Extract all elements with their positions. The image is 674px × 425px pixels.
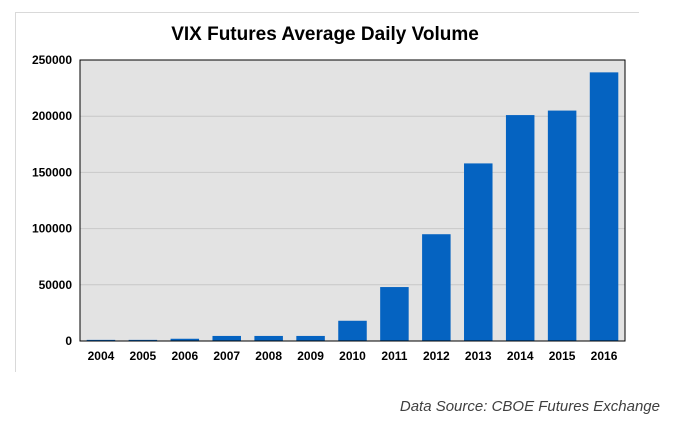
bar-2005: [128, 339, 158, 341]
y-tick-label: 250000: [32, 53, 72, 67]
bar-2013: [464, 163, 493, 341]
x-tick-label: 2007: [213, 349, 240, 363]
y-tick-label: 150000: [32, 165, 72, 179]
y-tick-label: 200000: [32, 109, 72, 123]
y-tick-label: 100000: [32, 222, 72, 236]
bars: [86, 72, 619, 342]
x-tick-label: 2004: [88, 349, 115, 363]
y-tick-label: 50000: [39, 278, 73, 292]
x-tick-label: 2008: [255, 349, 282, 363]
x-tick-label: 2009: [297, 349, 324, 363]
x-tick-label: 2011: [381, 349, 407, 363]
plot-border: [79, 59, 626, 342]
bar-2006: [170, 338, 200, 341]
bar-2012: [422, 234, 451, 341]
x-tick-label: 2016: [591, 349, 618, 363]
bar-2009: [296, 335, 325, 341]
y-axis-tick-labels: 0 50000 100000 150000 200000 250000: [32, 53, 72, 348]
bar-2014: [505, 115, 535, 342]
x-axis-tick-labels: 2004 2005 2006 2007 2008 2009 2010 2011 2012 2013…: [88, 349, 618, 363]
bar-2004: [86, 339, 116, 341]
bar-2011: [380, 287, 409, 341]
x-tick-label: 2005: [130, 349, 157, 363]
bar-2016: [589, 72, 619, 341]
plot-area: [80, 60, 625, 341]
bar-chart: VIX Futures Average Daily Volume 0 50000 1…: [32, 24, 626, 363]
x-tick-label: 2012: [423, 349, 450, 363]
data-source-note: Data Source: CBOE Futures Exchange: [399, 398, 660, 415]
x-tick-label: 2015: [549, 349, 576, 363]
bar-2015: [547, 110, 577, 341]
chart-title: VIX Futures Average Daily Volume: [171, 24, 479, 45]
chart-frame: [15, 12, 639, 372]
x-tick-label: 2014: [507, 349, 534, 363]
x-tick-label: 2013: [465, 349, 492, 363]
bar-2008: [254, 335, 283, 341]
bar-2007: [212, 335, 241, 341]
axes: [79, 59, 626, 342]
bar-2010: [338, 320, 367, 341]
x-tick-label: 2006: [171, 349, 198, 363]
x-tick-label: 2010: [339, 349, 366, 363]
y-tick-label: 0: [65, 334, 72, 348]
